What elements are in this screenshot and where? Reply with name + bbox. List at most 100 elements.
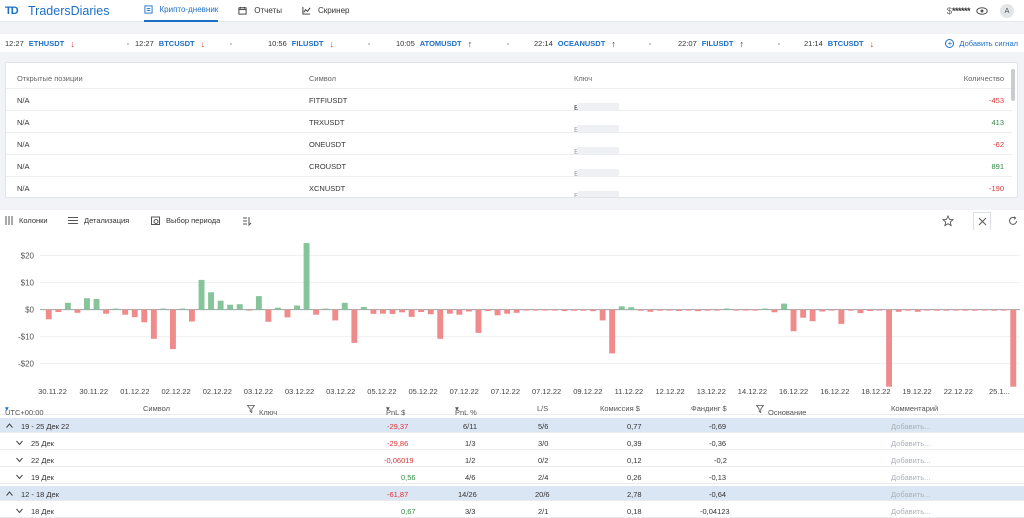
chart-bar[interactable] [332, 309, 339, 321]
chart-bar[interactable] [542, 309, 549, 311]
chart-bar[interactable] [742, 309, 749, 311]
chart-bar[interactable] [189, 309, 195, 322]
chart-bar[interactable] [580, 309, 587, 311]
signal-item[interactable]: 10:05 ATOMUSDT ↑ [396, 38, 473, 49]
chart-bar[interactable] [771, 309, 778, 313]
chart-bar[interactable] [494, 309, 501, 316]
columns-button[interactable]: Колонки [5, 216, 48, 225]
chart-bar[interactable] [981, 309, 988, 311]
week-row[interactable]: 12 - 18 Дек -61,87 14/26 20/6 2,78 -0,64… [0, 486, 1024, 501]
signal-item[interactable]: 12:27 BTCUSDT ↓ [135, 38, 206, 49]
chart-bar[interactable] [647, 309, 654, 312]
chart-bar[interactable] [84, 298, 90, 310]
chart-bar[interactable] [676, 309, 682, 311]
chart-bar[interactable] [475, 309, 482, 333]
chart-bar[interactable] [618, 306, 625, 310]
chart-bar[interactable] [112, 308, 119, 310]
star-icon[interactable] [941, 214, 955, 228]
chart-bar[interactable] [131, 309, 138, 318]
add-comment[interactable]: Добавить... [891, 456, 931, 465]
signal-item[interactable]: 22:14 OCEANUSDT ↑ [534, 38, 616, 49]
chart-bar[interactable] [876, 309, 883, 311]
chart-bar[interactable] [141, 309, 148, 323]
chart-bar[interactable] [275, 307, 281, 310]
chart-bar[interactable] [513, 309, 520, 313]
chart-bar[interactable] [819, 309, 826, 312]
chart-bar[interactable] [590, 309, 596, 312]
add-comment[interactable]: Добавить... [891, 490, 931, 499]
chart-bar[interactable] [847, 309, 854, 311]
chart-bar[interactable] [389, 309, 396, 314]
day-row[interactable]: 19 Дек 0,56 4/6 2/4 0,26 -0,13 Добавить.… [0, 469, 1024, 484]
chart-bar[interactable] [255, 296, 262, 310]
chart-bar[interactable] [838, 309, 845, 324]
chart-bar[interactable] [370, 309, 377, 314]
chart-bar[interactable] [723, 308, 730, 310]
chart-bar[interactable] [781, 303, 787, 310]
chart-bar[interactable] [599, 309, 606, 321]
chart-bar[interactable] [160, 308, 167, 310]
chart-bar[interactable] [360, 306, 367, 310]
tab-screener[interactable]: Скринер [302, 0, 349, 22]
chart-bar[interactable] [418, 309, 425, 312]
chart-bar[interactable] [380, 309, 386, 314]
chart-bar[interactable] [1000, 309, 1007, 311]
chart-bar[interactable] [895, 309, 902, 312]
chart-bar[interactable] [704, 309, 711, 311]
chart-bar[interactable] [571, 309, 577, 311]
chart-bar[interactable] [284, 309, 291, 318]
sort-settings-button[interactable] [242, 216, 258, 226]
chart-bar[interactable] [399, 309, 405, 313]
chart-bar[interactable] [294, 305, 300, 310]
chart-bar[interactable] [103, 309, 109, 314]
avatar[interactable]: A [1000, 4, 1014, 18]
day-row[interactable]: 25 Дек -29,86 1/3 3/0 0,39 -0,36 Добавит… [0, 435, 1024, 450]
chevron-down-icon[interactable] [16, 474, 23, 479]
chart-bar[interactable] [762, 308, 768, 310]
chart-bar[interactable] [485, 309, 491, 311]
chart-bar[interactable] [914, 309, 921, 312]
chart-bar[interactable] [93, 299, 100, 310]
chart-bar[interactable] [74, 309, 81, 313]
chart-bar[interactable] [953, 309, 959, 311]
chart-bar[interactable] [532, 309, 539, 311]
key-filter[interactable]: Ключ [246, 404, 277, 417]
signal-item[interactable]: 10:56 FILUSDT ↓ [268, 38, 334, 49]
chart-bar[interactable] [867, 309, 873, 311]
chart-bar[interactable] [809, 309, 816, 322]
chart-bar[interactable] [666, 309, 673, 311]
chart-bar[interactable] [446, 309, 453, 314]
chart-bar[interactable] [790, 309, 797, 332]
chart-bar[interactable] [685, 309, 692, 311]
chart-bar[interactable] [609, 309, 616, 354]
signal-item[interactable]: 21:14 BTCUSDT ↓ [804, 38, 875, 49]
chart-bar[interactable] [943, 309, 950, 311]
chevron-up-icon[interactable] [6, 423, 13, 428]
chart-bar[interactable] [45, 309, 52, 320]
chevron-down-icon[interactable] [16, 440, 23, 445]
chart-bar[interactable] [924, 309, 931, 311]
signal-item[interactable]: 22:07 FILUSDT ↑ [678, 38, 744, 49]
chart-bar[interactable] [227, 304, 234, 310]
tab-crypto-journal[interactable]: Крипто-дневник [143, 0, 219, 22]
chart-bar[interactable] [828, 309, 835, 311]
chart-bar[interactable] [733, 309, 740, 311]
chart-bar[interactable] [208, 292, 214, 310]
chevron-down-icon[interactable] [16, 457, 23, 462]
add-comment[interactable]: Добавить... [891, 439, 931, 448]
week-row[interactable]: 19 - 25 Дек 22 -29,37 6/11 5/6 0,77 -0,6… [0, 418, 1024, 433]
sort-pnl-pct[interactable]: PnL % ▾ [455, 404, 477, 417]
chart-bar[interactable] [55, 309, 62, 312]
chart-bar[interactable] [752, 309, 759, 311]
chevron-up-icon[interactable] [6, 491, 13, 496]
logo[interactable]: TD TradersDiaries [5, 4, 110, 18]
chart-bar[interactable] [437, 309, 444, 339]
eye-icon[interactable] [976, 7, 988, 15]
signal-item[interactable]: 12:27 ETHUSDT ↓ [5, 38, 75, 49]
chart-bar[interactable] [150, 309, 157, 339]
add-comment[interactable]: Добавить... [891, 507, 931, 516]
chart-bar[interactable] [972, 309, 978, 311]
